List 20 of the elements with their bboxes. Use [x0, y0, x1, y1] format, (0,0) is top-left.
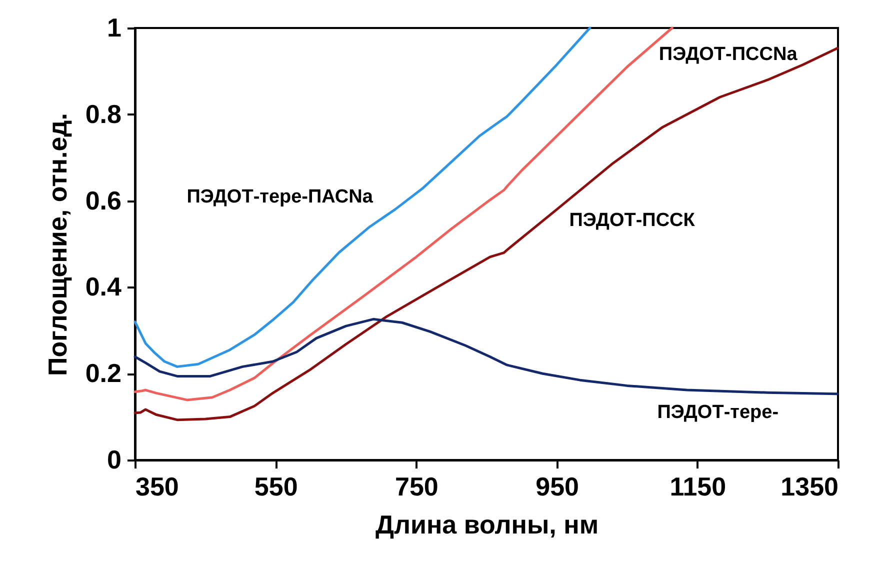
y-axis-title: Поглощение, отн.ед.	[42, 113, 72, 376]
series-label: ПЭДОТ-тере-	[657, 402, 779, 424]
series-label: ПЭДОТ-ПССК	[569, 210, 696, 232]
x-tick-label: 1350	[780, 472, 838, 502]
series-label: ПЭДОТ-тере-ПАСNa	[186, 186, 374, 208]
x-axis-title: Длина волны, нм	[375, 510, 599, 540]
y-tick-label: 0.6	[85, 185, 122, 216]
line-series	[134, 318, 839, 396]
x-tick-label: 950	[536, 472, 579, 502]
y-tick-label: 0.8	[85, 98, 122, 129]
line-series	[134, 47, 839, 422]
x-tick-label: 1150	[670, 472, 726, 502]
x-tick-label: 750	[395, 472, 438, 502]
y-tick-label: 1	[107, 12, 122, 42]
series-label: ПЭДОТ-ПССNa	[658, 44, 798, 65]
x-tick-label: 550	[254, 472, 298, 502]
y-tick-label: 0.4	[85, 272, 122, 302]
x-tick-label: 350	[136, 472, 179, 502]
y-tick-label: 0	[107, 444, 122, 474]
y-tick-label: 0.2	[85, 358, 122, 388]
